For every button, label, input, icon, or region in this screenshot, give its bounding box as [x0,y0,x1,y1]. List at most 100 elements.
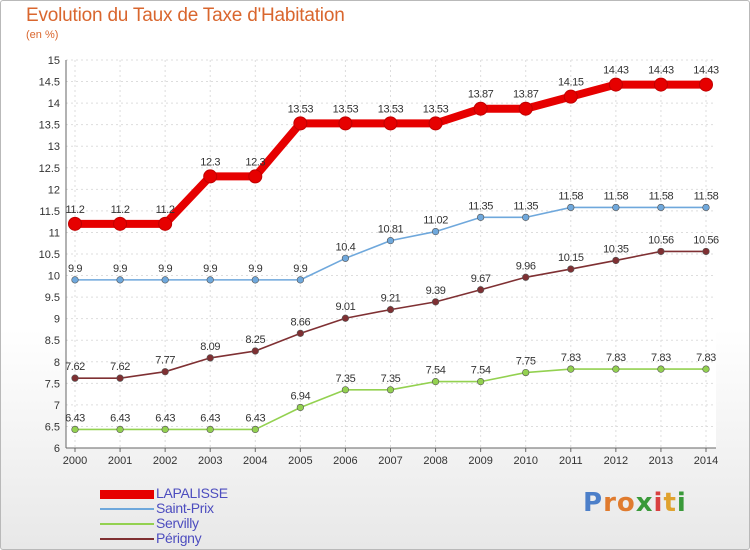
y-tick-label: 8 [54,357,60,369]
chart-title: Evolution du Taux de Taxe d'Habitation [26,5,345,26]
data-point [702,247,710,256]
data-label: 9.9 [248,263,262,275]
x-tick-label: 2006 [333,455,357,467]
y-tick-label: 13 [48,141,60,153]
data-label: 7.62 [110,361,130,373]
data-label: 13.53 [333,103,359,115]
legend-swatch [100,508,154,510]
data-point [657,365,665,373]
data-point [296,276,304,284]
y-tick-label: 12 [48,184,60,196]
data-label: 7.35 [336,373,356,385]
data-point [522,213,530,221]
y-tick-label: 9.5 [45,292,60,304]
x-tick-label: 2004 [243,455,267,467]
data-label: 9.9 [158,263,172,275]
data-label: 7.75 [516,356,536,368]
data-label: 13.53 [423,103,449,115]
data-point [386,386,395,394]
data-point [158,216,173,231]
data-point [567,365,575,373]
data-label: 8.66 [290,316,310,328]
data-label: 7.83 [651,352,671,364]
data-point [386,306,395,314]
data-label: 13.87 [468,89,494,101]
data-point [341,386,350,394]
data-point [71,425,79,434]
legend-swatch [100,523,154,525]
x-tick-label: 2008 [423,455,447,467]
data-label: 11.35 [468,200,493,212]
legend-label: LAPALISSE [156,485,228,501]
legend-label: Saint-Prix [156,500,214,516]
data-point [251,425,259,434]
data-point [567,265,575,273]
data-point [296,403,304,412]
data-point [296,329,304,337]
data-point [341,314,350,322]
data-point [702,203,710,212]
data-point [386,237,395,245]
data-label: 10.56 [648,234,674,246]
data-label: 6.43 [155,412,175,424]
data-point [702,365,710,373]
data-point [116,374,124,382]
data-point [477,286,485,294]
logo-letter: o [616,488,636,518]
data-point [612,203,620,212]
data-label: 13.53 [288,103,314,115]
data-label: 12.3 [245,156,265,168]
logo-letter: t [663,488,677,518]
data-label: 6.43 [200,412,220,424]
data-point [477,378,485,386]
data-label: 9.21 [381,293,401,305]
data-label: 7.83 [606,352,626,364]
y-tick-label: 13.5 [39,120,60,132]
data-point [431,298,440,306]
data-point [206,425,214,434]
x-tick-label: 2012 [604,455,628,467]
legend-label: Périgny [156,530,202,546]
data-point [248,169,263,184]
data-label: 11.58 [558,190,583,202]
data-point [522,273,530,281]
data-point [203,169,218,184]
data-point [116,276,124,284]
y-tick-label: 10.5 [39,249,60,261]
logo-letter: x [635,488,654,518]
data-point [251,347,259,355]
data-label: 11.2 [156,204,175,216]
x-tick-label: 2007 [378,455,402,467]
y-tick-label: 11 [49,227,60,239]
data-label: 11.58 [694,190,719,202]
y-tick-label: 8.5 [45,335,60,347]
data-label: 11.58 [649,190,674,202]
data-point [612,365,620,373]
data-label: 7.35 [381,373,401,385]
logo-letter: i [653,488,664,518]
data-point [161,425,169,434]
y-tick-label: 10 [48,271,60,283]
y-tick-label: 14.5 [39,77,60,89]
data-label: 9.39 [426,285,446,297]
data-point [657,247,665,256]
data-label: 10.35 [603,243,629,255]
data-label: 9.9 [293,263,307,275]
data-label: 11.58 [603,190,628,202]
data-label: 10.81 [378,224,404,236]
data-label: 7.83 [561,352,581,364]
x-tick-label: 2009 [468,455,492,467]
data-label: 7.62 [65,361,85,373]
data-point [68,216,82,231]
data-point [293,116,308,131]
y-tick-label: 7.5 [45,378,60,390]
legend-label: Servilly [156,515,199,531]
y-tick-label: 11.5 [39,206,60,218]
logo-letter: r [603,488,617,518]
data-label: 12.3 [200,156,220,168]
data-label: 13.53 [378,103,404,115]
data-point [608,77,623,92]
data-label: 7.54 [471,365,491,377]
data-point [71,276,79,284]
x-tick-label: 2000 [63,455,87,467]
